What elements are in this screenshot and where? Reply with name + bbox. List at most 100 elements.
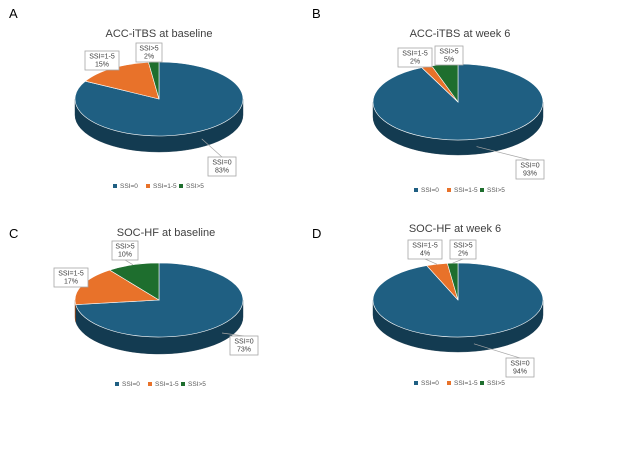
leader-line-ssi-1-5 xyxy=(424,258,438,265)
leader-line-ssi-0 xyxy=(221,332,245,337)
panel-letter-a: A xyxy=(9,6,18,21)
legend-item-ssi-1-5: SSI=1-5 xyxy=(146,183,177,190)
legend-swatch xyxy=(146,184,150,188)
data-label-category: SSI>5 xyxy=(115,244,134,251)
data-label-box xyxy=(229,335,259,356)
legend-label: SSI>5 xyxy=(487,187,505,194)
legend-item-ssi-5: SSI>5 xyxy=(179,183,204,190)
data-label-ssi-5: SSI>510% xyxy=(111,240,139,261)
chart-title: ACC-iTBS at week 6 xyxy=(410,28,511,40)
leader-line-ssi-0 xyxy=(201,138,223,158)
data-label-category: SSI=1-5 xyxy=(58,271,84,278)
data-label-percent: 73% xyxy=(237,347,251,354)
data-label-category: SSI=0 xyxy=(212,160,231,167)
legend-swatch xyxy=(181,382,185,386)
data-label-category: SSI=0 xyxy=(510,361,529,368)
leader-line-ssi-0 xyxy=(473,343,521,359)
data-label-ssi-0: SSI=094% xyxy=(505,357,535,378)
chart-title: ACC-iTBS at baseline xyxy=(106,28,213,40)
data-label-percent: 2% xyxy=(410,59,420,66)
legend-item-ssi-1-5: SSI=1-5 xyxy=(148,381,179,388)
data-label-percent: 93% xyxy=(523,171,537,178)
data-label-ssi-1-5: SSI=1-517% xyxy=(53,267,89,288)
slice-ssi-5 xyxy=(108,262,160,301)
legend-label: SSI>5 xyxy=(188,381,206,388)
data-label-box xyxy=(515,159,545,180)
legend-label: SSI=1-5 xyxy=(153,183,177,190)
data-label-box xyxy=(207,156,237,177)
legend: SSI=0 SSI=1-5 SSI>5 xyxy=(414,380,505,387)
legend-label: SSI=1-5 xyxy=(454,380,478,387)
data-label-ssi-5: SSI>55% xyxy=(434,45,464,66)
data-label-category: SSI>5 xyxy=(439,49,458,56)
data-label-percent: 5% xyxy=(444,57,454,64)
leader-line-ssi-5 xyxy=(124,259,134,266)
legend-swatch xyxy=(480,381,484,385)
legend-swatch xyxy=(115,382,119,386)
data-label-box xyxy=(397,47,433,68)
data-label-percent: 17% xyxy=(64,279,78,286)
data-label-percent: 83% xyxy=(215,168,229,175)
panel-letter-c: C xyxy=(9,226,18,241)
legend-label: SSI=0 xyxy=(421,380,439,387)
legend-label: SSI=1-5 xyxy=(155,381,179,388)
legend-item-ssi-0: SSI=0 xyxy=(113,183,138,190)
panel-soc-hf-baseline: C SOC-HF at baseline SSI=073%SSI=1-517%S… xyxy=(9,226,259,388)
data-label-category: SSI=1-5 xyxy=(402,51,428,58)
data-label-category: SSI>5 xyxy=(139,46,158,53)
data-label-ssi-1-5: SSI=1-52% xyxy=(397,47,433,68)
data-label-percent: 2% xyxy=(458,251,468,258)
data-label-category: SSI=0 xyxy=(520,163,539,170)
legend-item-ssi-5: SSI>5 xyxy=(480,380,505,387)
data-label-percent: 10% xyxy=(118,252,132,259)
data-label-category: SSI=1-5 xyxy=(412,243,438,250)
legend-item-ssi-1-5: SSI=1-5 xyxy=(447,187,478,194)
chart-title: SOC-HF at week 6 xyxy=(409,223,501,235)
panel-letter-d: D xyxy=(312,226,321,241)
legend-label: SSI=0 xyxy=(122,381,140,388)
legend-label: SSI=0 xyxy=(421,187,439,194)
legend-swatch xyxy=(480,188,484,192)
chart-title: SOC-HF at baseline xyxy=(117,227,215,239)
data-label-category: SSI>5 xyxy=(453,243,472,250)
data-label-ssi-5: SSI>52% xyxy=(135,42,163,63)
panel-soc-hf-week6: D SOC-HF at week 6 SSI=094%SSI=1-54%SSI>… xyxy=(312,223,544,387)
data-label-category: SSI=0 xyxy=(234,339,253,346)
data-label-ssi-1-5: SSI=1-54% xyxy=(407,239,443,260)
legend-item-ssi-1-5: SSI=1-5 xyxy=(447,380,478,387)
data-label-ssi-1-5: SSI=1-515% xyxy=(84,50,120,71)
data-label-box xyxy=(53,267,89,288)
data-labels: SSI=093%SSI=1-52%SSI>55% xyxy=(397,45,545,180)
data-label-box xyxy=(449,239,477,260)
legend-item-ssi-0: SSI=0 xyxy=(115,381,140,388)
data-label-box xyxy=(84,50,120,71)
data-label-box xyxy=(434,45,464,66)
data-label-percent: 94% xyxy=(513,369,527,376)
data-label-ssi-0: SSI=073% xyxy=(229,335,259,356)
leader-line-ssi-0 xyxy=(476,146,531,161)
legend-label: SSI>5 xyxy=(487,380,505,387)
legend-swatch xyxy=(414,381,418,385)
legend: SSI=0 SSI=1-5 SSI>5 xyxy=(115,381,206,388)
data-label-percent: 4% xyxy=(420,251,430,258)
data-label-box xyxy=(407,239,443,260)
data-label-ssi-5: SSI>52% xyxy=(449,239,477,260)
panel-letter-b: B xyxy=(312,6,321,21)
pie xyxy=(74,61,244,153)
legend-swatch xyxy=(414,188,418,192)
pie xyxy=(74,262,244,355)
legend: SSI=0 SSI=1-5 SSI>5 xyxy=(113,183,204,190)
leader-line-ssi-5 xyxy=(452,258,464,264)
panel-acc-itbs-baseline: A ACC-iTBS at baseline SSI=083%SSI=1-515… xyxy=(9,6,244,190)
legend-swatch xyxy=(148,382,152,386)
legend-swatch xyxy=(179,184,183,188)
legend-item-ssi-5: SSI>5 xyxy=(181,381,206,388)
legend-swatch xyxy=(447,381,451,385)
data-label-category: SSI=1-5 xyxy=(89,54,115,61)
data-label-percent: 2% xyxy=(144,54,154,61)
legend-item-ssi-0: SSI=0 xyxy=(414,380,439,387)
legend-label: SSI=0 xyxy=(120,183,138,190)
data-label-percent: 15% xyxy=(95,62,109,69)
data-labels: SSI=073% SSI=1-517% SSI>510% xyxy=(53,240,259,356)
